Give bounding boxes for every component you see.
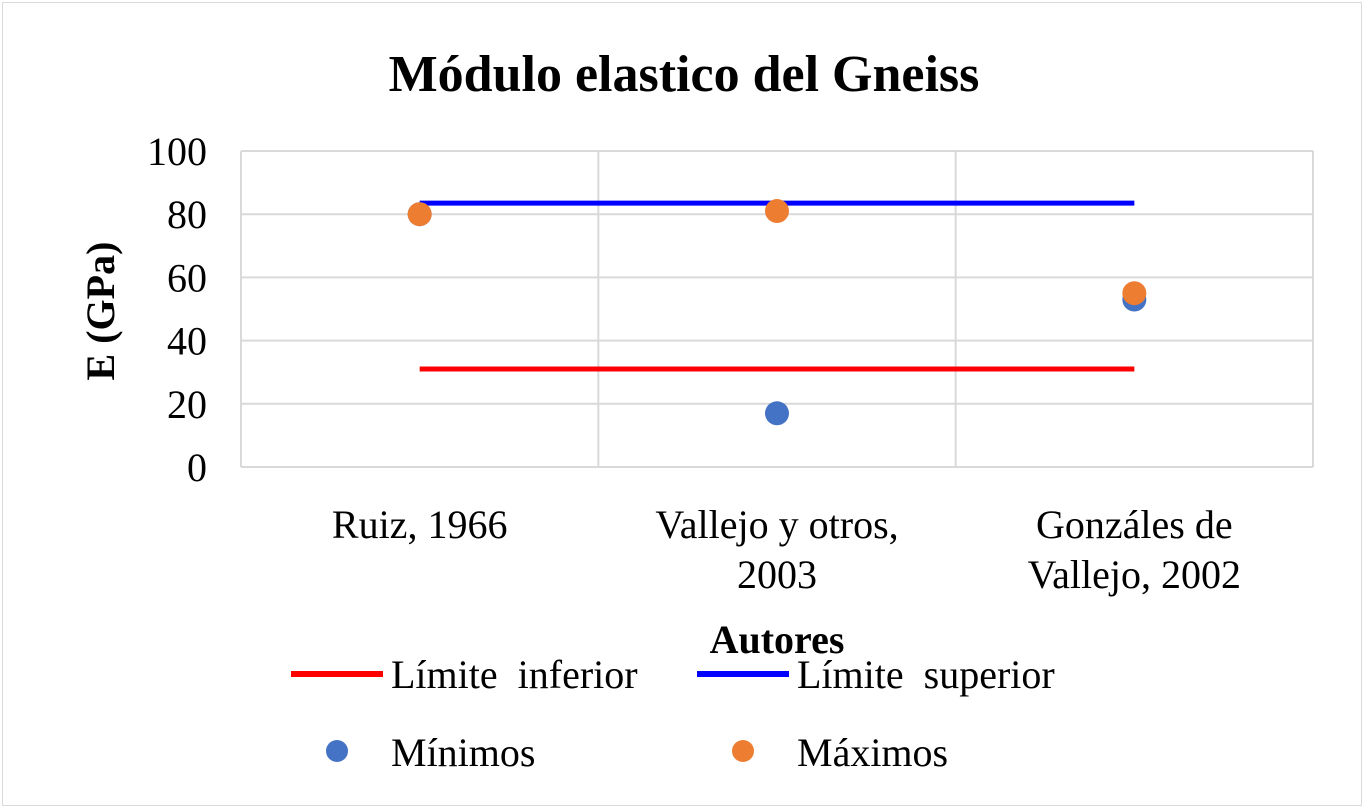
- x-tick-label-line: Vallejo, 2002: [1028, 552, 1241, 597]
- chart-svg: Módulo elastico del Gneiss 020406080100 …: [78, 46, 1314, 775]
- y-tick-label: 100: [147, 129, 207, 174]
- legend-swatch: [732, 740, 754, 762]
- x-tick-label-line: Ruiz, 1966: [332, 502, 508, 547]
- y-tick-label: 0: [187, 445, 207, 490]
- data-point: [765, 199, 789, 224]
- series-markers: [407, 199, 1147, 426]
- legend-item: Límite inferior: [291, 652, 638, 697]
- y-tick-label: 40: [167, 319, 207, 364]
- data-point: [765, 401, 789, 426]
- legend-item: Máximos: [732, 730, 948, 775]
- x-tick-labels: Ruiz, 1966 Vallejo y otros, 2003 Gonzáles d…: [332, 502, 1241, 597]
- x-tick-label: Gonzáles de Vallejo, 2002: [1028, 502, 1241, 597]
- y-tick-label: 60: [167, 255, 207, 300]
- y-axis-title: E (GPa): [78, 242, 123, 381]
- x-tick-label-line: 2003: [737, 552, 817, 597]
- data-point: [1122, 281, 1147, 306]
- legend-label: Límite superior: [797, 652, 1055, 697]
- chart-title: Módulo elastico del Gneiss: [389, 46, 980, 103]
- legend-label: Límite inferior: [391, 652, 638, 697]
- legend-item: Mínimos: [326, 730, 535, 775]
- x-tick-label-line: Vallejo y otros,: [655, 502, 898, 547]
- legend-item: Límite superior: [697, 652, 1055, 697]
- legend-swatch: [326, 740, 348, 762]
- legend: Límite inferior Límite superior Mínimos Máx…: [291, 652, 1055, 775]
- y-tick-labels: 0 20 40 60 80 100: [147, 129, 207, 490]
- x-tick-label: Vallejo y otros, 2003: [655, 502, 898, 597]
- data-point: [407, 202, 432, 227]
- x-tick-label: Ruiz, 1966: [332, 502, 508, 547]
- series-lines: [419, 200, 1135, 372]
- legend-label: Máximos: [797, 730, 948, 775]
- y-tick-label: 20: [167, 382, 207, 427]
- x-axis-title: Autores: [710, 617, 845, 662]
- y-tick-label: 80: [167, 192, 207, 237]
- x-tick-label-line: Gonzáles de: [1036, 502, 1233, 547]
- legend-label: Mínimos: [391, 730, 535, 775]
